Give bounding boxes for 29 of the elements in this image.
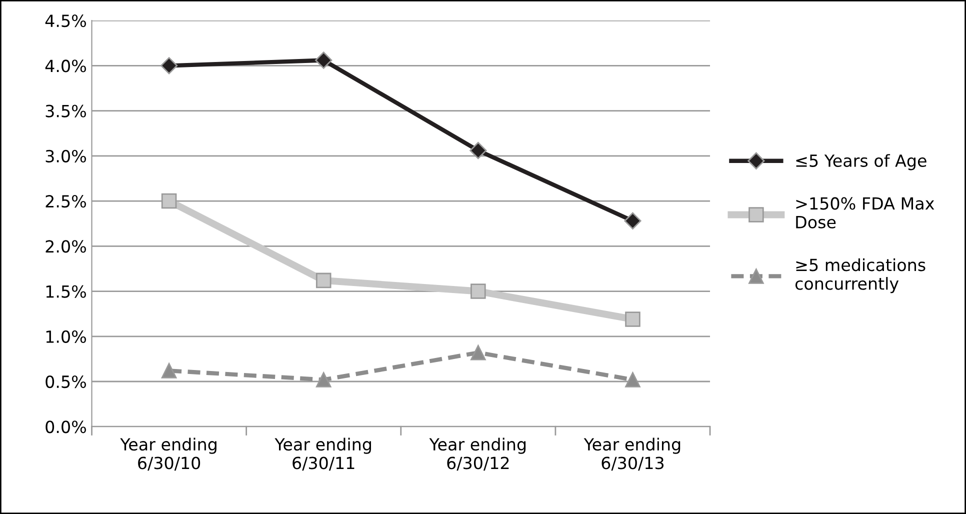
x-tick-label: Year ending 6/30/12 [429, 438, 526, 471]
y-tick-label: 3.5% [46, 104, 86, 118]
legend-label: >150% FDA Max Dose [796, 197, 934, 228]
y-tick-label: 1.5% [46, 285, 86, 298]
point [160, 57, 178, 74]
point [470, 344, 486, 360]
x-tick-label: Year ending 6/30/10 [120, 438, 216, 471]
point [624, 212, 642, 230]
point [625, 312, 640, 327]
point [625, 372, 640, 388]
legend-label: ≤5 Years of Age [796, 154, 926, 170]
point [470, 142, 487, 160]
point [161, 363, 177, 378]
legend-label: ≥5 medications concurrently [795, 258, 926, 294]
y-tick-label: 0.0% [46, 420, 86, 434]
y-tick-label: 4.5% [45, 14, 86, 28]
x-tick-label: Year ending 6/30/13 [584, 438, 680, 471]
y-tick-label: 2.0% [46, 240, 86, 253]
y-tick-label: 0.5% [46, 375, 86, 388]
point [316, 272, 332, 288]
point [470, 284, 486, 299]
y-tick-label: 4.0% [45, 60, 86, 72]
y-tick-label: 2.5% [46, 194, 86, 208]
point [315, 52, 332, 69]
point [316, 372, 332, 388]
x-tick-label: Year ending 6/30/11 [274, 438, 371, 471]
y-tick-label: 3.0% [46, 150, 86, 162]
y-tick-label: 1.0% [46, 330, 86, 343]
point [161, 193, 177, 209]
